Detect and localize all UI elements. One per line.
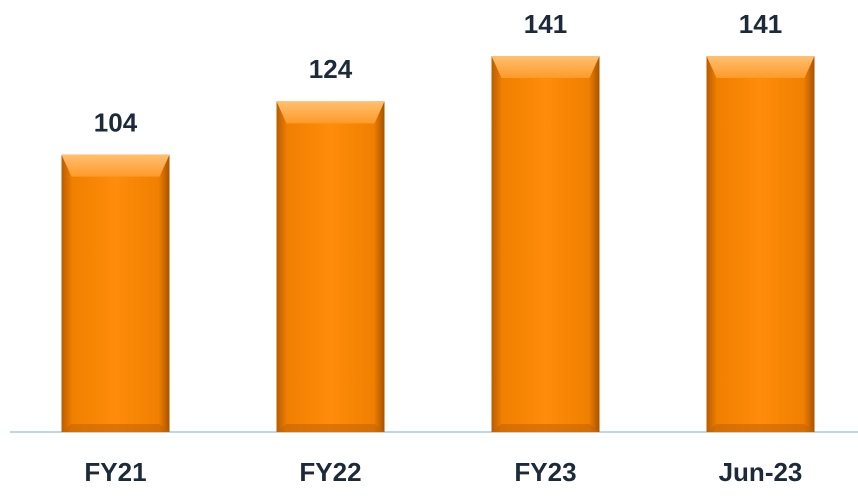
x-tick-label: Jun-23 [719,457,803,487]
bar-bevel [491,56,600,78]
bar [491,56,600,432]
bar [61,154,170,432]
bar-bevel [276,101,385,124]
bar-bevel [61,154,170,177]
bar [276,101,385,432]
value-label: 124 [309,54,353,84]
value-label: 141 [524,9,567,39]
value-label: 104 [94,108,138,138]
bar [706,56,815,432]
bar-bevel [706,424,815,432]
bar-bevel [706,56,815,78]
bar-bevel [491,424,600,432]
value-label: 141 [739,9,782,39]
x-tick-label: FY23 [514,457,576,487]
bar-bevel [61,424,170,432]
bar-bevel [276,424,385,432]
x-tick-label: FY21 [84,457,146,487]
x-tick-label: FY22 [299,457,361,487]
